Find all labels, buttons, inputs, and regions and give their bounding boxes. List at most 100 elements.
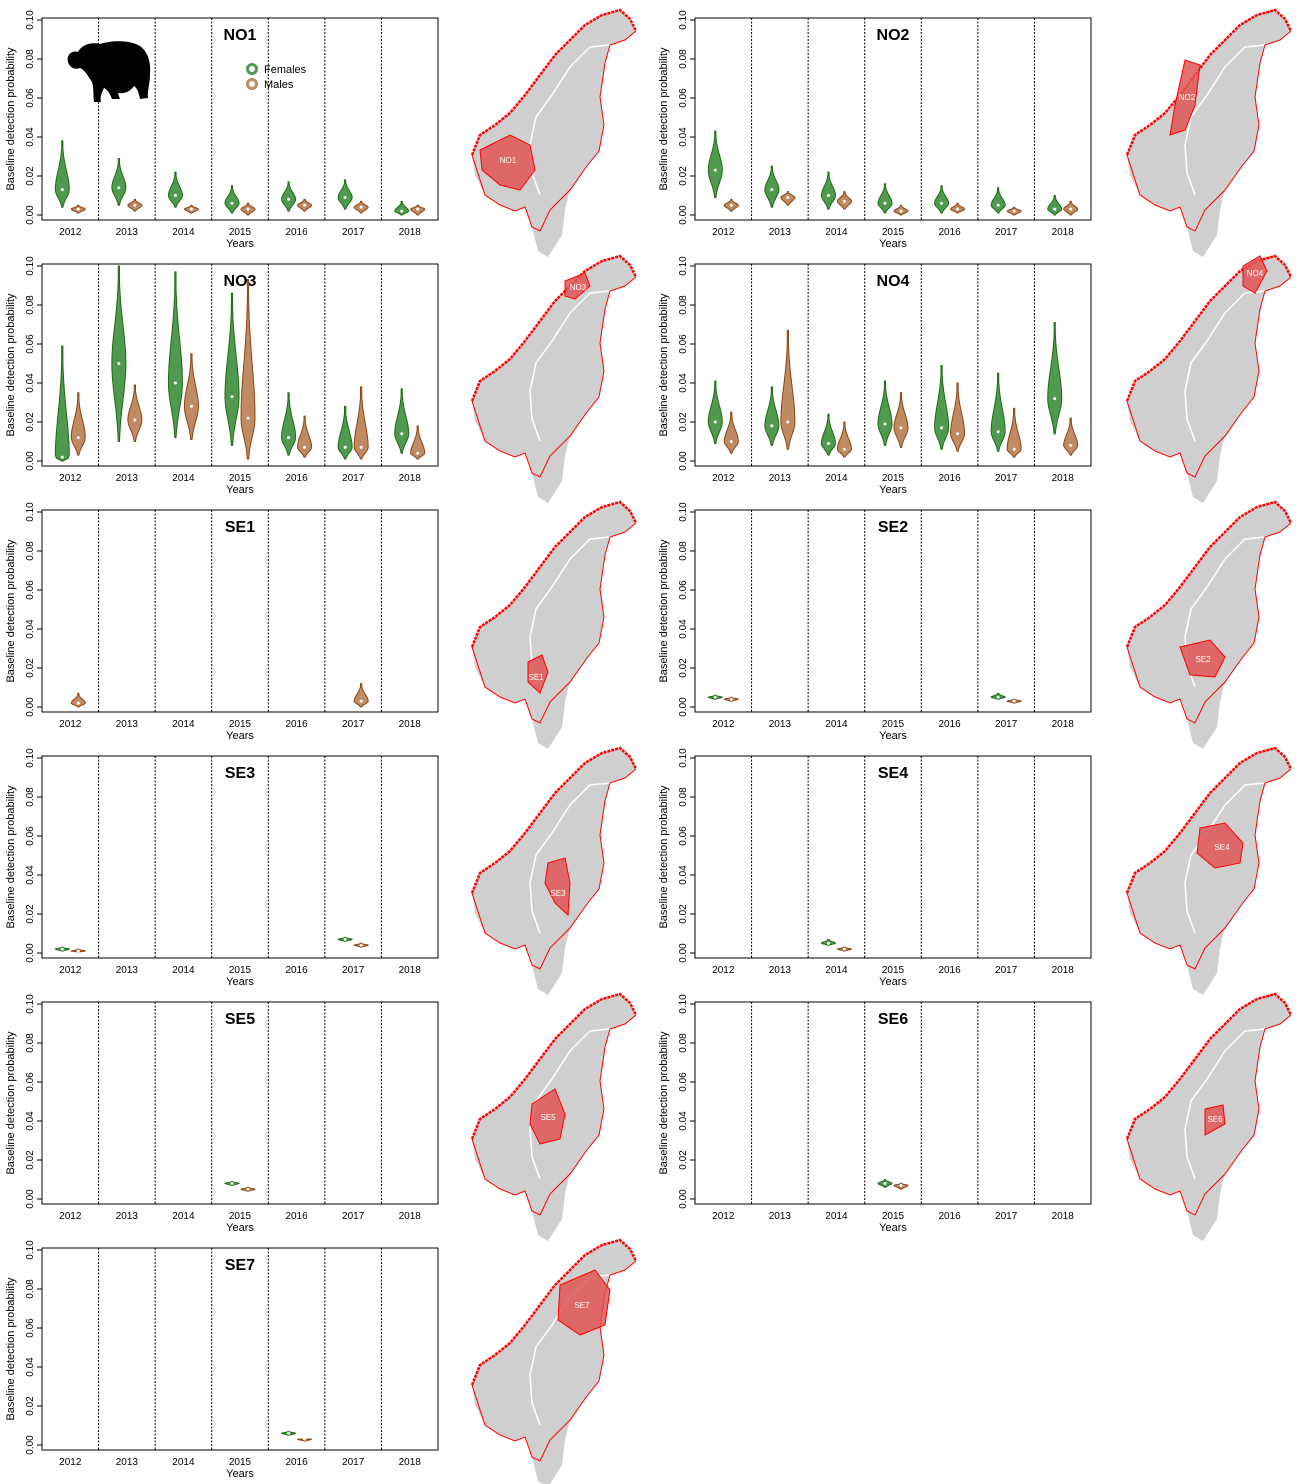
median-dot bbox=[359, 943, 363, 947]
median-dot bbox=[729, 440, 733, 443]
map-region bbox=[529, 1088, 566, 1145]
x-tick-label: 2013 bbox=[116, 965, 139, 976]
median-dot bbox=[996, 695, 1000, 699]
violin bbox=[990, 372, 1006, 452]
y-tick-label: 0.08 bbox=[678, 1033, 689, 1053]
x-tick-label: 2018 bbox=[399, 227, 422, 238]
violin bbox=[240, 279, 256, 460]
y-tick-label: 0.06 bbox=[678, 826, 689, 846]
panel-title: SE1 bbox=[225, 519, 255, 536]
violin bbox=[111, 265, 127, 442]
violin bbox=[820, 171, 836, 210]
map-land bbox=[1127, 502, 1291, 749]
x-tick-label: 2018 bbox=[1052, 965, 1075, 976]
y-tick-label: 0.06 bbox=[25, 88, 36, 108]
x-tick-label: 2013 bbox=[116, 227, 139, 238]
y-tick-label: 0.04 bbox=[678, 619, 689, 639]
x-tick-label: 2014 bbox=[825, 1211, 848, 1222]
y-tick-label: 0.10 bbox=[678, 10, 689, 30]
y-tick-label: 0.08 bbox=[25, 49, 36, 69]
x-tick-label: 2013 bbox=[116, 1211, 139, 1222]
legend-marker bbox=[246, 78, 258, 90]
x-tick-label: 2013 bbox=[769, 719, 792, 730]
x-tick-label: 2017 bbox=[995, 473, 1018, 484]
median-dot bbox=[883, 1181, 887, 1185]
y-tick-label: 0.00 bbox=[25, 205, 36, 225]
map-study-area bbox=[471, 276, 637, 478]
x-tick-label: 2018 bbox=[1052, 719, 1075, 730]
map-coast bbox=[470, 500, 638, 648]
map-study-area bbox=[1126, 1014, 1292, 1216]
y-tick-label: 0.06 bbox=[678, 580, 689, 600]
map-region bbox=[1204, 1104, 1226, 1136]
violin bbox=[820, 413, 836, 456]
median-dot bbox=[76, 701, 80, 705]
map-land bbox=[472, 10, 636, 257]
violin bbox=[281, 392, 297, 456]
x-tick-label: 2017 bbox=[342, 965, 365, 976]
x-tick-label: 2013 bbox=[769, 965, 792, 976]
map-coast bbox=[1125, 992, 1293, 1140]
median-dot bbox=[956, 432, 960, 436]
map: NO2 bbox=[1125, 8, 1293, 257]
panel-title: NO4 bbox=[877, 273, 910, 290]
median-dot bbox=[359, 205, 363, 209]
violin bbox=[723, 411, 739, 454]
median-dot bbox=[1012, 447, 1016, 451]
median-dot bbox=[1069, 443, 1073, 447]
map: SE2 bbox=[1125, 500, 1293, 749]
y-tick-label: 0.10 bbox=[678, 256, 689, 276]
median-dot bbox=[189, 207, 193, 211]
y-tick-label: 0.06 bbox=[25, 580, 36, 600]
median-dot bbox=[842, 199, 846, 203]
y-axis-label: Baseline detection probability bbox=[658, 785, 670, 929]
plot-frame bbox=[41, 263, 439, 467]
x-tick-label: 2012 bbox=[59, 227, 82, 238]
y-tick-label: 0.04 bbox=[678, 373, 689, 393]
x-tick-label: 2018 bbox=[399, 1211, 422, 1222]
map-region-label: NO1 bbox=[500, 156, 517, 165]
violin bbox=[764, 165, 780, 208]
violin bbox=[707, 130, 723, 198]
x-tick-label: 2018 bbox=[399, 965, 422, 976]
plot-frame bbox=[694, 263, 1092, 467]
y-tick-label: 0.10 bbox=[678, 502, 689, 522]
panel: 0.00 0.02 0.04 0.06 0.08 0.10 Baseline detecti… bbox=[658, 502, 1092, 742]
median-dot bbox=[117, 186, 121, 190]
violin bbox=[111, 157, 127, 206]
x-tick-label: 2014 bbox=[172, 227, 195, 238]
y-tick-label: 0.06 bbox=[25, 1318, 36, 1338]
x-tick-label: 2018 bbox=[399, 719, 422, 730]
map-region-label: SE5 bbox=[540, 1113, 556, 1122]
map-region bbox=[479, 134, 536, 191]
map-land bbox=[472, 256, 636, 503]
violin bbox=[167, 171, 183, 208]
x-tick-label: 2016 bbox=[285, 965, 308, 976]
violin bbox=[934, 364, 950, 450]
map-land bbox=[1127, 10, 1291, 257]
map-coast bbox=[470, 746, 638, 894]
x-tick-label: 2017 bbox=[995, 227, 1018, 238]
x-tick-label: 2015 bbox=[229, 965, 252, 976]
median-dot bbox=[842, 947, 846, 951]
x-axis-label: Years bbox=[226, 976, 254, 988]
median-dot bbox=[842, 447, 846, 451]
x-tick-label: 2015 bbox=[882, 1211, 905, 1222]
map-land bbox=[472, 502, 636, 749]
legend-marker bbox=[246, 63, 258, 75]
median-dot bbox=[246, 416, 250, 420]
x-tick-label: 2017 bbox=[995, 965, 1018, 976]
panel-title: SE2 bbox=[878, 519, 908, 536]
plot-frame bbox=[41, 509, 439, 713]
median-dot bbox=[1012, 209, 1016, 213]
y-tick-label: 0.04 bbox=[25, 373, 36, 393]
y-tick-label: 0.00 bbox=[25, 1435, 36, 1455]
x-tick-label: 2016 bbox=[285, 227, 308, 238]
median-dot bbox=[940, 201, 944, 205]
median-dot bbox=[826, 941, 830, 945]
x-axis-label: Years bbox=[226, 1222, 254, 1234]
map: SE1 bbox=[470, 500, 638, 749]
map: SE7 bbox=[470, 1238, 638, 1484]
y-tick-label: 0.08 bbox=[25, 1033, 36, 1053]
violin bbox=[54, 345, 70, 462]
